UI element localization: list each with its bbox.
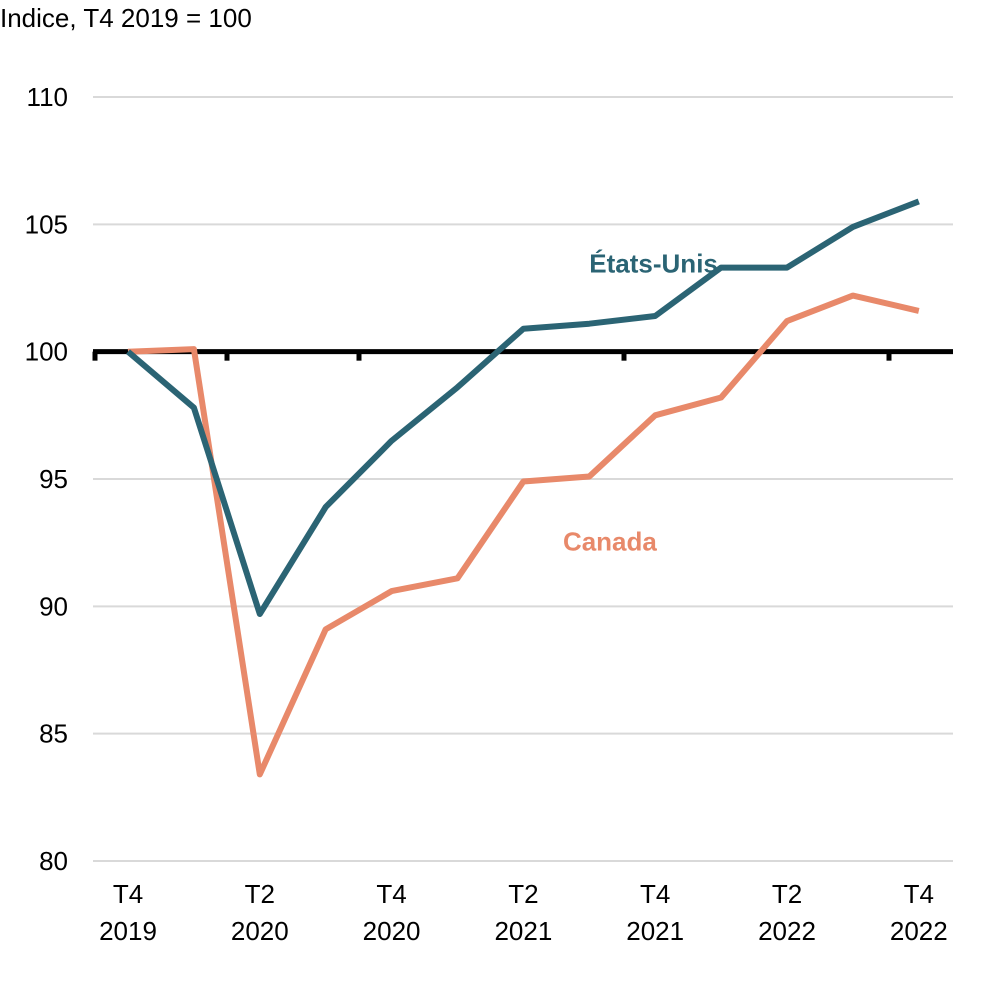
x-tick-label-quarter: T2	[245, 879, 275, 909]
y-tick-label: 80	[39, 846, 68, 876]
x-tick-label-quarter: T4	[640, 879, 670, 909]
x-tick-label-year: 2021	[494, 916, 552, 946]
series-label-etats-unis: États-Unis	[589, 249, 718, 279]
y-tick-label: 100	[25, 337, 68, 367]
series-labels: États-Unis Canada	[563, 249, 718, 557]
x-tick-label-quarter: T4	[113, 879, 143, 909]
x-axis-ticks: T4 2019 T2 2020 T4 2020 T2 2021 T4 2021 T2 2022 T4 20…	[99, 879, 948, 946]
x-tick-label-quarter: T4	[904, 879, 934, 909]
x-tick-label-year: 2022	[890, 916, 948, 946]
x-tick-label-year: 2022	[758, 916, 816, 946]
x-tick-label-year: 2020	[231, 916, 289, 946]
y-tick-label: 105	[25, 209, 68, 239]
series-line-canada	[127, 292, 920, 778]
x-tick-label-year: 2020	[363, 916, 421, 946]
y-tick-label: 110	[27, 82, 68, 112]
baseline-100	[92, 349, 953, 361]
x-tick-label-quarter: T2	[508, 879, 538, 909]
y-tick-label: 90	[39, 591, 68, 621]
series-lines	[126, 198, 920, 778]
y-axis-title: Indice, T4 2019 = 100	[0, 3, 252, 33]
series-line-etats-unis	[126, 198, 920, 617]
y-tick-label: 85	[39, 719, 68, 749]
x-tick-label-quarter: T4	[376, 879, 406, 909]
y-tick-label: 95	[39, 464, 68, 494]
series-label-canada: Canada	[563, 526, 657, 556]
x-tick-label-year: 2019	[99, 916, 157, 946]
x-tick-label-quarter: T2	[772, 879, 802, 909]
y-axis-ticks: 80 85 90 95 100 105 110	[25, 82, 68, 876]
x-tick-label-year: 2021	[626, 916, 684, 946]
